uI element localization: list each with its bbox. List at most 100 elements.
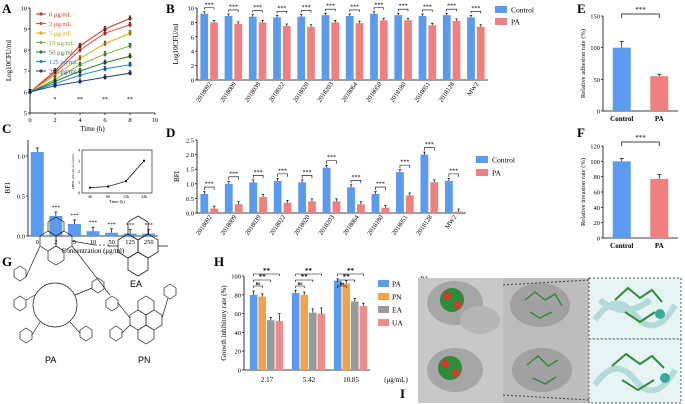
pa-bar [404, 20, 412, 81]
significance-label: ns [298, 282, 303, 287]
significance-label: *** [449, 168, 458, 174]
x-tick-label: 6 [103, 117, 107, 124]
control-bar [347, 187, 355, 213]
x-tick-label: 250 [144, 239, 154, 246]
significance-bracket [422, 9, 433, 12]
x-tick-label: 2018022 [268, 81, 287, 104]
significance-label: *** [635, 134, 646, 142]
significance-bracket [252, 175, 264, 179]
significance-label: ns [256, 282, 261, 287]
x-tick-label: 2018051 [391, 214, 410, 237]
significance-label: *** [635, 6, 646, 14]
legend-label-1: PN [392, 293, 402, 302]
x-tick-label: 2018039 [244, 214, 263, 237]
y-axis-label: Log10CFU/ml [5, 40, 13, 81]
bfi-bar [67, 224, 81, 236]
bar-ea [309, 312, 317, 370]
legend-marker-1 [39, 21, 43, 26]
x-tick-label: 2018022 [268, 214, 287, 237]
legend-label-4: 50 μg/mL [49, 50, 75, 57]
significance-label: ** [263, 267, 271, 275]
panel-g-structures: EA PA [13, 215, 177, 365]
pa-bar [332, 201, 341, 213]
x-tick-label: 2018180 [366, 214, 385, 237]
control-bar [248, 16, 257, 80]
bar-pa [333, 280, 342, 370]
significance-label: *** [303, 170, 312, 176]
bfi-bar [49, 216, 63, 236]
x-tick-label: 2018128 [415, 214, 434, 237]
x-tick-label: MW2 [444, 214, 458, 230]
significance-label: *** [399, 4, 408, 10]
legend-label-3: UA [392, 319, 403, 328]
inset-y-axis-label: MBIC amount of control [71, 154, 75, 189]
y-axis-label: Log10CFU/ml [172, 23, 180, 64]
panel-label-f: F [577, 125, 585, 140]
significance-label: ns [340, 282, 345, 287]
x-tick-label: 0 [28, 117, 31, 124]
pa-bar [234, 23, 243, 80]
significance-bracket [424, 147, 435, 151]
legend-label-6: 250 μg/mL [49, 69, 78, 76]
bfi-bar [86, 231, 100, 236]
pa-bar [308, 201, 316, 213]
significance-bracket [621, 141, 660, 146]
y-tick-label: 20 [594, 220, 601, 227]
control-bar [396, 172, 404, 213]
panel-label-c: C [2, 121, 11, 136]
legend-marker-6 [39, 69, 43, 73]
significance-label: ** [347, 267, 355, 275]
significance-bracket [326, 160, 337, 164]
significance-label: *** [253, 5, 262, 11]
bfi-bar [105, 232, 119, 236]
significance-label: *** [350, 4, 359, 10]
legend-label-0: 0 μg/mL [49, 12, 71, 19]
legend-label-0: Control [492, 156, 515, 165]
y-tick-label: 0.5 [186, 196, 194, 203]
pa-bar [356, 204, 365, 213]
significance-bracket [295, 285, 305, 288]
y-tick-label: 100 [590, 45, 600, 52]
inset-y-tick-label: 4 [78, 148, 80, 153]
significance-label: *** [447, 4, 456, 10]
x-tick-label: 2018064 [342, 214, 361, 237]
control-bar [442, 15, 451, 81]
significance-bracket [373, 7, 385, 10]
y-tick-label: 50 [594, 77, 601, 84]
panel-label-b: B [166, 1, 175, 16]
significance-bracket [448, 173, 459, 177]
inset-line [89, 160, 145, 188]
y-tick-label: 6 [24, 90, 28, 97]
y-tick-label: 9 [24, 27, 27, 34]
legend-marker-0 [39, 12, 43, 16]
pa-bar [379, 20, 388, 81]
significance-label: *** [423, 4, 432, 10]
significance-label: ** [301, 273, 309, 281]
significance-bracket [252, 10, 263, 13]
significance-bracket [446, 8, 457, 12]
significance-label: *** [70, 213, 79, 219]
pa-bar [381, 207, 390, 213]
significance-bracket [277, 173, 288, 177]
x-tick-label: PA [655, 242, 664, 250]
y-tick-label: 0 [238, 368, 241, 375]
panel-d-bar-chart: 0.0 0.5 1.0 1.5 2.0 2.5 BFI *** 2018092 *** 201800… [173, 138, 515, 237]
significance-label: *** [126, 223, 135, 229]
pa-bar [234, 204, 243, 213]
pa-structure [13, 216, 111, 344]
y-tick-label: 120 [590, 144, 600, 151]
x-tick-label: 2018020 [293, 214, 312, 237]
bar-pa [249, 294, 258, 370]
pn-structure [105, 283, 177, 345]
x-tick-label: 2018064 [340, 81, 359, 104]
x-tick-label: Control [610, 242, 633, 250]
pa-bar [307, 26, 315, 80]
significance-label: *** [400, 160, 409, 166]
significance-label: *** [89, 220, 98, 226]
y-axis-label: Relative invasion rate (%) [580, 158, 587, 226]
x-tick-label: 2018009 [219, 81, 238, 104]
significance-label: *** [205, 2, 214, 8]
inset-x-tick-label: 12h [123, 194, 129, 199]
control-bar [297, 16, 306, 80]
